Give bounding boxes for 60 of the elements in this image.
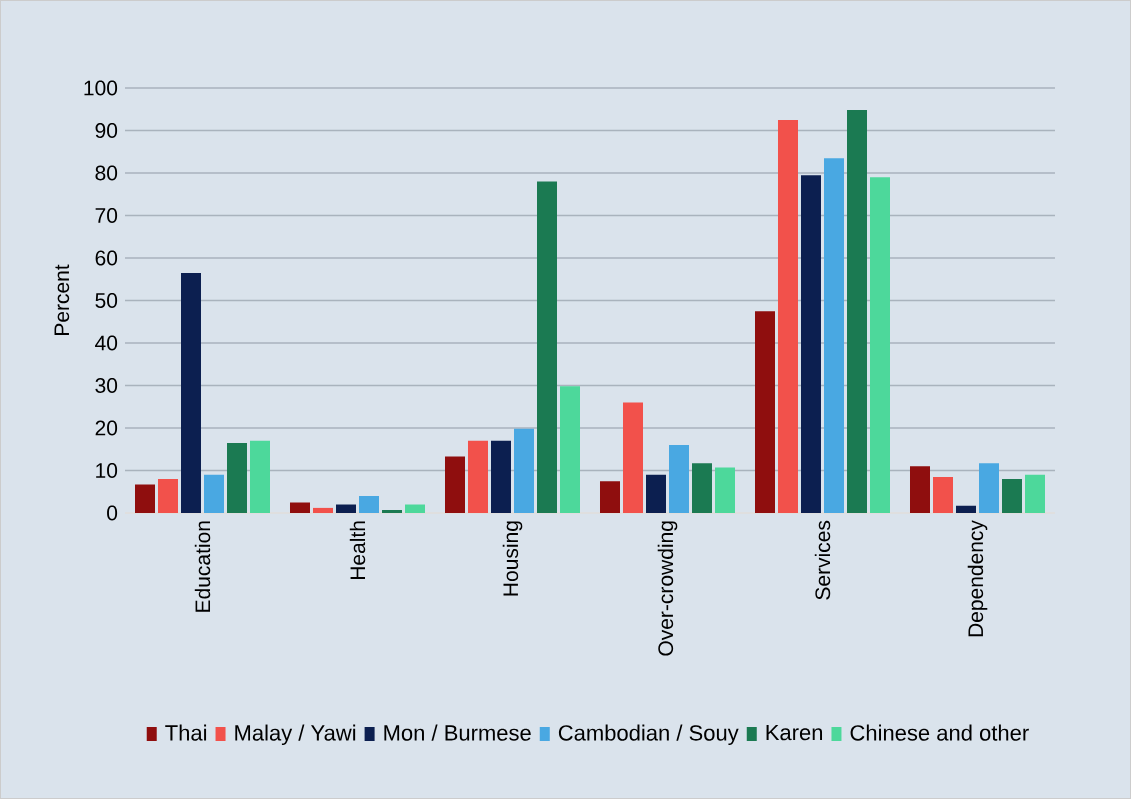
bar xyxy=(336,504,356,514)
bar xyxy=(755,311,775,514)
legend-label: Chinese and other xyxy=(850,724,1029,741)
y-axis-title: Percent xyxy=(54,264,70,335)
x-tick-label: Health xyxy=(349,521,366,580)
y-tick-label: 100 xyxy=(84,80,118,96)
y-tick-label: 40 xyxy=(95,335,118,351)
bar xyxy=(158,479,178,514)
bar xyxy=(514,428,534,514)
bar xyxy=(1002,479,1022,514)
bar xyxy=(135,484,155,514)
y-tick-label: 30 xyxy=(95,378,118,393)
bar xyxy=(778,119,798,514)
bar xyxy=(692,463,712,514)
bar xyxy=(646,474,666,514)
bar xyxy=(715,467,735,514)
legend-label: Karen xyxy=(766,724,823,741)
x-tick-label: Housing xyxy=(502,521,523,596)
y-tick-label: 90 xyxy=(95,123,118,138)
y-tick-label: 80 xyxy=(95,165,118,181)
bar xyxy=(468,440,488,514)
x-tick-label: Dependency xyxy=(967,520,988,637)
bar xyxy=(560,386,580,514)
bar xyxy=(204,474,224,514)
y-tick-label: 10 xyxy=(96,463,118,478)
legend-label: Thai xyxy=(165,724,207,741)
bar xyxy=(979,463,999,514)
bar xyxy=(801,175,821,514)
bar xyxy=(313,507,333,514)
x-tick-label: Over-crowding xyxy=(657,521,678,656)
bar xyxy=(405,504,425,514)
y-tick-label: 70 xyxy=(95,208,118,223)
bar xyxy=(250,440,270,514)
x-tick-label: Education xyxy=(194,521,211,612)
bar xyxy=(870,177,890,514)
bar xyxy=(181,272,201,514)
bar xyxy=(824,158,844,514)
legend-label: Malay / Yawi xyxy=(235,724,356,746)
y-tick-label: 50 xyxy=(95,293,118,308)
bar xyxy=(847,110,867,514)
bar xyxy=(227,442,247,514)
bar xyxy=(669,445,689,514)
bar xyxy=(491,440,511,514)
x-tick-label: Services xyxy=(814,520,831,600)
bar xyxy=(910,466,930,514)
bar xyxy=(933,476,953,514)
bar xyxy=(956,505,976,514)
bar xyxy=(382,510,402,514)
y-tick-label: 20 xyxy=(95,420,118,436)
legend-label: Cambodian / Souy xyxy=(558,724,739,746)
bar xyxy=(600,481,620,514)
y-tick-label: 0 xyxy=(107,505,118,521)
legend-label: Mon / Burmese xyxy=(384,724,531,741)
bar xyxy=(290,502,310,514)
bar xyxy=(445,456,465,514)
bar xyxy=(1025,474,1045,514)
bar xyxy=(359,496,379,514)
bar xyxy=(623,402,643,514)
bar xyxy=(537,181,557,514)
y-tick-label: 60 xyxy=(95,250,118,266)
